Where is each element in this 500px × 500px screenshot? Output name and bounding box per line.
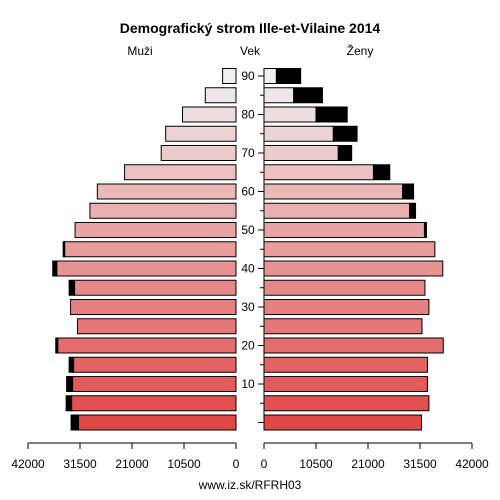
- male-bar: [57, 337, 237, 354]
- female-bar: [263, 356, 428, 373]
- male-bar: [124, 164, 237, 181]
- female-excess-bar: [275, 68, 302, 84]
- female-bar: [263, 318, 423, 335]
- male-excess-bar: [52, 260, 58, 277]
- center-axis-label: Vek: [240, 44, 261, 58]
- female-bar: [263, 337, 444, 354]
- female-value-tick-label: 31500: [403, 457, 437, 471]
- female-bar: [263, 395, 430, 412]
- female-bar: [263, 414, 422, 431]
- male-excess-bar: [66, 376, 74, 392]
- male-excess-bar: [68, 279, 76, 296]
- male-value-tick-label: 21000: [115, 457, 149, 471]
- male-value-tick-label: 10500: [167, 457, 201, 471]
- age-axis: 10 20 30 40 50 60 70 80 90: [241, 69, 265, 423]
- age-tick-label: 30: [241, 300, 255, 314]
- male-excess-bar: [62, 241, 66, 258]
- male-bar: [73, 356, 237, 373]
- female-bar: [263, 260, 444, 277]
- female-bar: [263, 164, 374, 181]
- female-excess-bar: [402, 183, 415, 200]
- female-bar: [263, 241, 436, 258]
- male-bar: [96, 183, 237, 200]
- male-bar: [64, 241, 237, 258]
- age-tick-label: 10: [241, 377, 255, 391]
- male-excess-bar: [70, 414, 80, 431]
- female-bar: [263, 279, 426, 296]
- female-excess-bar: [409, 202, 417, 219]
- female-bars: [263, 68, 444, 431]
- male-bars: [52, 68, 237, 431]
- value-axes: 42000 31500 21000 10500 0 0 10500 21000 31500 420…: [11, 442, 489, 471]
- female-excess-bar: [337, 145, 353, 161]
- age-tick-label: 80: [241, 108, 255, 122]
- male-bar: [74, 222, 237, 238]
- female-bar: [263, 202, 411, 219]
- male-value-tick-label: 0: [233, 457, 240, 471]
- male-excess-bar: [55, 337, 59, 354]
- age-tick-label: 50: [241, 223, 255, 237]
- female-value-tick-label: 21000: [351, 457, 385, 471]
- female-excess-bar: [293, 87, 323, 104]
- male-excess-bar: [68, 356, 75, 373]
- female-excess-bar: [372, 164, 391, 181]
- male-bar: [56, 260, 237, 277]
- female-value-tick-label: 0: [261, 457, 268, 471]
- age-tick-label: 20: [241, 339, 255, 353]
- male-bar: [204, 87, 237, 104]
- male-excess-bar: [65, 395, 73, 412]
- male-bar: [72, 376, 237, 392]
- male-bar: [160, 145, 237, 161]
- male-bar: [182, 106, 237, 123]
- age-tick-label: 60: [241, 185, 255, 199]
- female-bar: [263, 125, 334, 142]
- female-value-tick-label: 42000: [455, 457, 489, 471]
- age-tick-label: 90: [241, 69, 255, 83]
- female-excess-bar: [332, 125, 358, 142]
- male-bar: [78, 414, 237, 431]
- male-value-tick-label: 42000: [11, 457, 45, 471]
- male-bar: [71, 395, 237, 412]
- female-bar: [263, 145, 339, 161]
- female-excess-bar: [315, 106, 348, 123]
- female-bar: [263, 183, 404, 200]
- male-bar: [74, 279, 237, 296]
- male-bar: [70, 299, 237, 315]
- male-bar: [89, 202, 237, 219]
- male-value-tick-label: 31500: [63, 457, 97, 471]
- male-bar: [77, 318, 237, 335]
- female-excess-bar: [423, 222, 427, 238]
- female-value-tick-label: 10500: [299, 457, 333, 471]
- female-bar: [263, 106, 317, 123]
- male-bar: [165, 125, 237, 142]
- left-series-label: Muži: [127, 44, 152, 58]
- female-bar: [263, 222, 425, 238]
- female-bar: [263, 299, 430, 315]
- female-bar: [263, 376, 428, 392]
- age-tick-label: 70: [241, 146, 255, 160]
- male-bar: [222, 68, 237, 84]
- age-tick-label: 40: [241, 262, 255, 276]
- source-caption: www.iz.sk/RFRH03: [198, 478, 302, 492]
- female-bar: [263, 68, 277, 84]
- right-series-label: Ženy: [347, 43, 374, 58]
- chart-title: Demografický strom Ille-et-Vilaine 2014: [120, 20, 381, 36]
- female-bar: [263, 87, 295, 104]
